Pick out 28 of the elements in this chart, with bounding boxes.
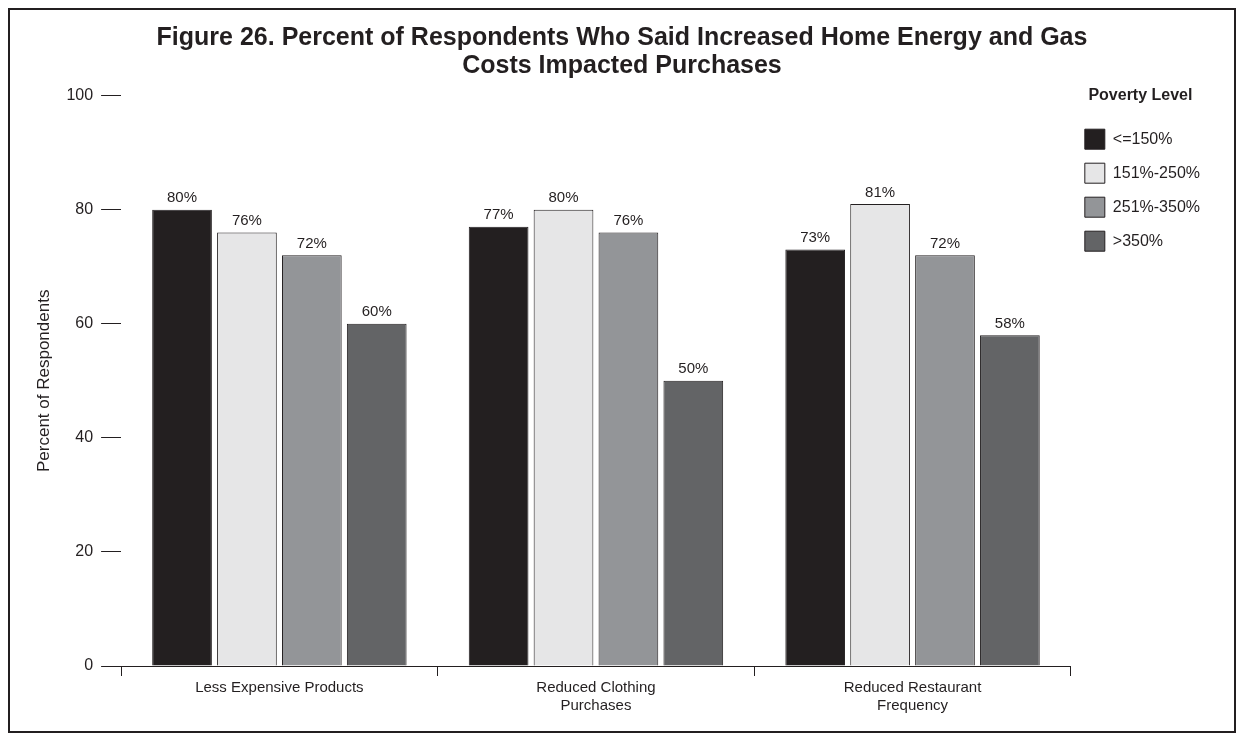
x-tick-label: Less Expensive Products: [195, 678, 364, 696]
y-tick-label: 100: [66, 86, 94, 104]
data-label: 58%: [994, 313, 1025, 331]
y-tick-label: 20: [75, 542, 94, 560]
data-label: 81%: [865, 182, 896, 200]
data-label: 80%: [548, 188, 579, 206]
legend-label: 251%-350%: [1112, 197, 1200, 215]
data-label: 72%: [296, 233, 327, 251]
y-tick-label: 40: [75, 428, 94, 446]
x-tick-label: Reduced Restaurant Frequency: [843, 678, 983, 714]
y-tick-label: 0: [84, 656, 94, 674]
y-tick-label: 80: [75, 200, 94, 218]
legend-label: <=150%: [1112, 129, 1173, 147]
y-axis-title: Percent of Respondents: [33, 289, 53, 472]
data-label: 73%: [800, 228, 831, 246]
x-tick-label: Reduced Clothing Purchases: [536, 678, 656, 714]
y-tick-label: 60: [75, 314, 94, 332]
legend-label: 151%-250%: [1112, 163, 1200, 181]
data-label: 72%: [929, 233, 960, 251]
data-label: 77%: [483, 205, 514, 223]
legend-title: Poverty Level: [1088, 86, 1193, 104]
chart-title: Figure 26. Percent of Respondents Who Said Increased Home Energy and Gas Costs Impacted Purchases: [155, 21, 1089, 78]
data-label: 76%: [613, 211, 644, 229]
data-label: 76%: [231, 211, 262, 229]
legend-label: >350%: [1112, 231, 1164, 249]
data-label: 50%: [678, 359, 709, 377]
data-label: 80%: [167, 188, 198, 206]
data-label: 60%: [361, 302, 392, 320]
